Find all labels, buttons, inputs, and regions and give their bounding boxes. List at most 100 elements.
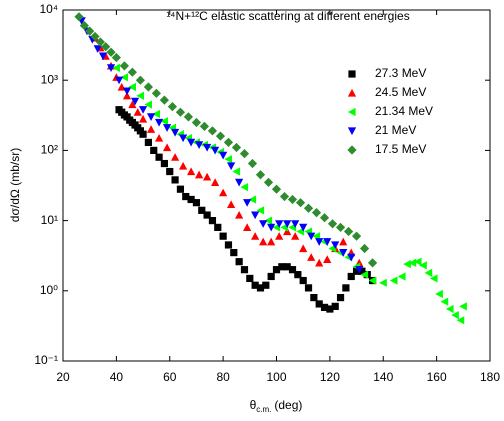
data-point	[207, 126, 218, 136]
data-point	[135, 75, 145, 85]
data-point	[304, 284, 313, 292]
data-point	[287, 194, 298, 205]
data-point	[456, 316, 465, 325]
data-point	[176, 185, 185, 193]
data-point	[130, 97, 140, 106]
data-point	[144, 138, 152, 147]
data-point	[299, 276, 307, 285]
data-point	[367, 258, 378, 268]
data-point	[227, 162, 236, 171]
y-axis-label: dσ/dΩ (mb/sr)	[8, 148, 22, 222]
data-point	[203, 172, 212, 181]
data-point	[246, 274, 254, 283]
data-point	[315, 238, 324, 246]
x-axis-label: θc.m. (deg)	[250, 398, 303, 414]
data-point	[90, 31, 100, 42]
data-point	[74, 12, 84, 22]
data-point	[146, 125, 156, 133]
data-point	[159, 95, 170, 105]
data-point	[243, 199, 252, 207]
data-point	[171, 176, 179, 184]
data-point	[429, 274, 438, 283]
data-point	[335, 222, 346, 233]
data-point	[424, 268, 433, 277]
data-point	[283, 220, 292, 228]
data-point	[323, 238, 332, 246]
data-point	[195, 141, 204, 149]
data-point	[138, 106, 148, 114]
data-point	[315, 258, 324, 267]
data-point	[155, 153, 163, 161]
data-point	[187, 167, 196, 176]
y-tick-label: 10³	[41, 72, 58, 86]
x-tick-label: 180	[480, 370, 500, 384]
data-point	[160, 117, 169, 126]
x-label-subscript: c.m.	[256, 405, 271, 414]
data-point	[271, 184, 282, 194]
data-point	[307, 253, 316, 261]
data-point	[114, 76, 124, 85]
data-point	[154, 118, 164, 127]
data-point	[101, 42, 111, 52]
data-point	[355, 266, 364, 274]
legend-marker	[347, 88, 357, 97]
data-point	[122, 87, 132, 96]
x-label-unit: (deg)	[274, 398, 302, 412]
data-point	[235, 178, 244, 187]
legend-label: 21.34 MeV	[375, 104, 433, 118]
data-point	[299, 223, 308, 232]
data-point	[98, 52, 108, 61]
data-point	[211, 146, 220, 155]
data-point	[303, 203, 314, 213]
data-point	[259, 220, 268, 228]
y-tick-label: 10⁴	[39, 2, 58, 16]
data-point	[248, 195, 257, 204]
data-point	[162, 124, 172, 132]
data-point	[419, 261, 427, 270]
data-point	[342, 284, 350, 292]
x-label-symbol: θ	[250, 398, 257, 412]
data-point	[128, 82, 136, 92]
data-point	[106, 64, 116, 72]
data-point	[339, 237, 348, 246]
data-point	[267, 223, 276, 232]
data-point	[152, 109, 161, 119]
data-point	[279, 191, 290, 202]
x-tick-label: 100	[266, 370, 286, 384]
data-point	[219, 188, 228, 197]
data-point	[445, 304, 454, 314]
data-point	[170, 153, 180, 161]
data-point	[111, 52, 121, 63]
chart-title: ¹⁴N+¹²C elastic scattering at different …	[166, 9, 409, 23]
data-point	[259, 237, 268, 246]
data-point	[251, 232, 260, 240]
legend-label: 27.3 MeV	[375, 66, 426, 80]
data-point	[307, 232, 316, 241]
data-point	[263, 177, 274, 188]
data-point	[360, 270, 369, 279]
data-point	[219, 151, 228, 160]
data-point	[112, 63, 120, 72]
data-point	[79, 20, 89, 31]
data-point	[283, 227, 292, 236]
legend-marker	[347, 145, 357, 155]
data-point	[397, 272, 406, 281]
data-point	[451, 311, 459, 320]
data-point	[343, 226, 354, 237]
data-point	[255, 170, 266, 180]
data-point	[291, 232, 300, 240]
data-point	[199, 121, 210, 131]
data-point	[139, 130, 147, 138]
data-point	[327, 219, 338, 229]
data-point	[331, 302, 339, 310]
data-point	[219, 232, 227, 240]
data-point	[203, 143, 212, 152]
y-tick-label: 10²	[41, 143, 58, 157]
data-point	[336, 294, 345, 302]
legend-label: 21 MeV	[375, 123, 416, 137]
data-point	[256, 206, 265, 215]
data-point	[413, 257, 422, 266]
legend-marker	[347, 127, 357, 136]
data-point	[136, 91, 144, 100]
data-point	[267, 272, 275, 281]
